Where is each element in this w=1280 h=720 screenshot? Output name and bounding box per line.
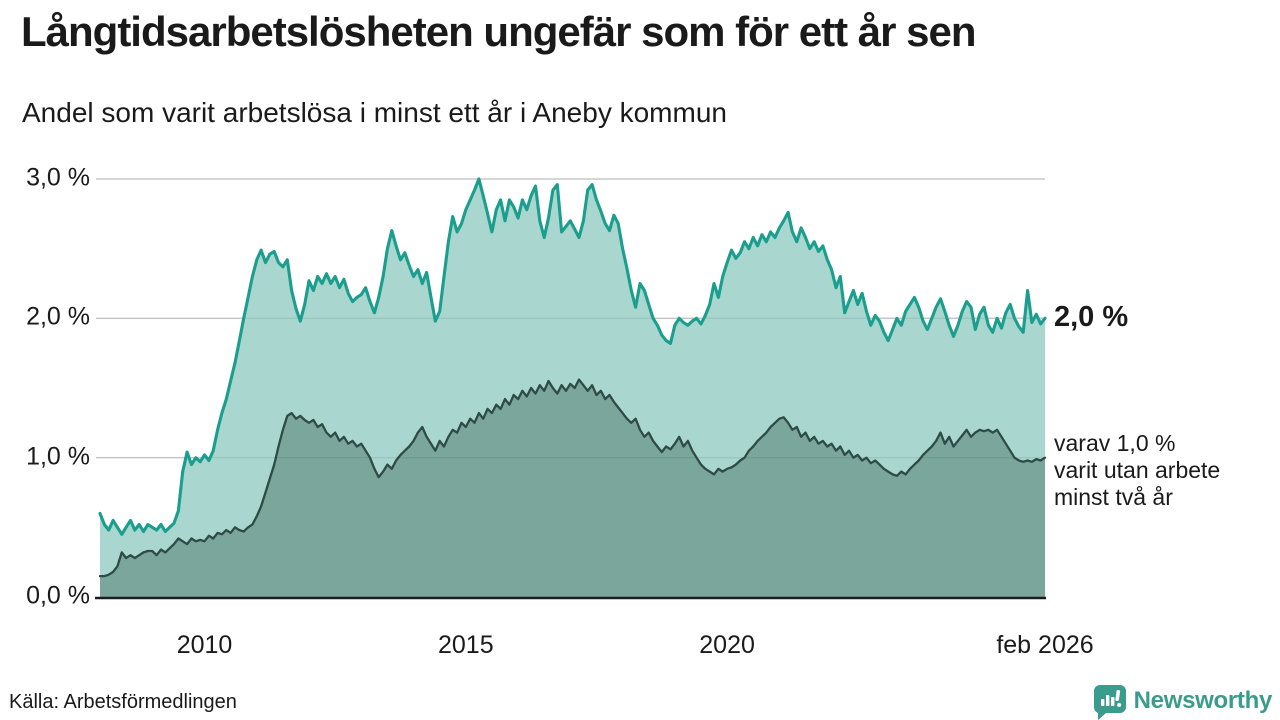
annotation-line: minst två år	[1054, 484, 1173, 510]
source-attribution: Källa: Arbetsförmedlingen	[9, 691, 237, 713]
x-tick-label: 2010	[176, 631, 233, 659]
newsworthy-bubble-icon	[1093, 685, 1126, 720]
y-tick-label: 3,0 %	[26, 163, 90, 192]
x-tick-label: feb 2026	[996, 631, 1094, 659]
secondary-series-annotation: varav 1,0 % varit utan arbete minst två …	[1054, 430, 1220, 511]
y-tick-label: 0,0 %	[26, 581, 90, 610]
x-tick-label: 2020	[699, 631, 755, 659]
brand-name: Newsworthy	[1133, 687, 1273, 714]
y-tick-label: 1,0 %	[26, 441, 90, 470]
page-title: Långtidsarbetslösheten ungefär som för e…	[21, 8, 977, 55]
x-tick-label: 2015	[437, 631, 494, 659]
y-tick-label: 2,0 %	[26, 302, 90, 331]
latest-value-label: 2,0 %	[1054, 300, 1129, 333]
annotation-line: varav 1,0 %	[1054, 430, 1176, 456]
annotation-line: varit utan arbete	[1054, 457, 1221, 483]
newsworthy-logo[interactable]: Newsworthy	[1092, 682, 1272, 720]
chart-subtitle: Andel som varit arbetslösa i minst ett å…	[22, 97, 727, 128]
